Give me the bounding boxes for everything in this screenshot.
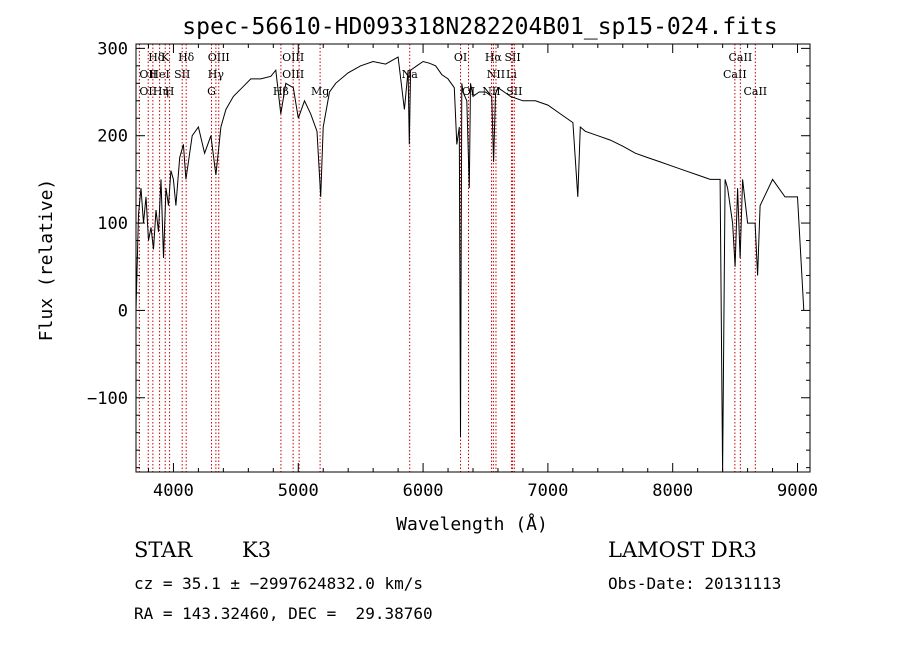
spectrum-line <box>135 56 805 473</box>
spectral-line-label: HeI <box>149 68 169 81</box>
y-tick-label: 300 <box>97 39 128 59</box>
y-tick-label: −100 <box>87 389 128 409</box>
x-tick-label: 7000 <box>527 481 568 501</box>
spectral-line-label: SII <box>174 68 190 81</box>
x-tick-label: 6000 <box>403 481 444 501</box>
spectral-line-label: Hδ <box>178 51 195 64</box>
spectral-line-label: Hγ <box>208 68 225 81</box>
spectral-line-label: OIII <box>282 68 304 81</box>
spectral-line-label: OI <box>454 51 467 64</box>
y-tick-label: 0 <box>118 301 128 321</box>
spectral-line-label: Li <box>506 68 517 81</box>
x-tick-label: 5000 <box>278 481 319 501</box>
spectral-line-label: Hδ <box>148 51 165 64</box>
spectral-line-label: CaII <box>743 85 767 98</box>
spectral-line-label: CaII <box>723 68 747 81</box>
spectral-line-label: OIII <box>282 51 304 64</box>
redshift-line: cz = 35.1 ± −2997624832.0 km/s <box>134 574 423 593</box>
spectral-line-label: Hη <box>153 85 169 98</box>
spectral-line-label: H <box>165 85 175 98</box>
spectral-line-label: OII <box>139 68 157 81</box>
spectral-line-label: K <box>161 51 170 64</box>
spectral-line-label: Na <box>402 68 419 81</box>
x-tick-label: 4000 <box>153 481 194 501</box>
y-tick-label: 100 <box>97 214 128 234</box>
y-tick-label: 200 <box>97 127 128 147</box>
object-subclass: K3 <box>242 538 272 562</box>
x-axis-label: Wavelength (Å) <box>396 513 548 535</box>
chart-title: spec-56610-HD093318N282204B01_sp15-024.f… <box>182 14 777 40</box>
spectral-line-label: NII <box>482 85 500 98</box>
object-class: STAR <box>134 538 193 562</box>
plot-frame <box>135 43 811 473</box>
spectral-line-label: OII <box>139 85 157 98</box>
spectral-line-label: OI <box>462 85 475 98</box>
spectral-line-label: SII <box>506 85 522 98</box>
survey-name: LAMOST DR3 <box>608 538 757 562</box>
x-tick-label: 8000 <box>652 481 693 501</box>
spectral-line-label: CaII <box>729 51 753 64</box>
spectral-line-label: OIII <box>208 51 230 64</box>
plot-area: 4000 5000 6000 7000 8000 9000 −100 0 100 200 300 Hδ… <box>87 39 818 501</box>
obs-date: Obs-Date: 20131113 <box>608 574 782 593</box>
coordinates-line: RA = 143.32460, DEC = 29.38760 <box>134 604 433 623</box>
spectral-line-label: Hα <box>485 51 503 64</box>
y-axis-label: Flux (relative) <box>36 179 57 342</box>
spectral-line-label: Mg <box>311 85 329 98</box>
spectral-line-label: Hβ <box>273 85 289 98</box>
spectral-line-label: SII <box>504 51 520 64</box>
x-tick-label: 9000 <box>777 481 818 501</box>
spectral-line-label: G <box>207 85 216 98</box>
spectral-line-label: NII <box>487 68 505 81</box>
